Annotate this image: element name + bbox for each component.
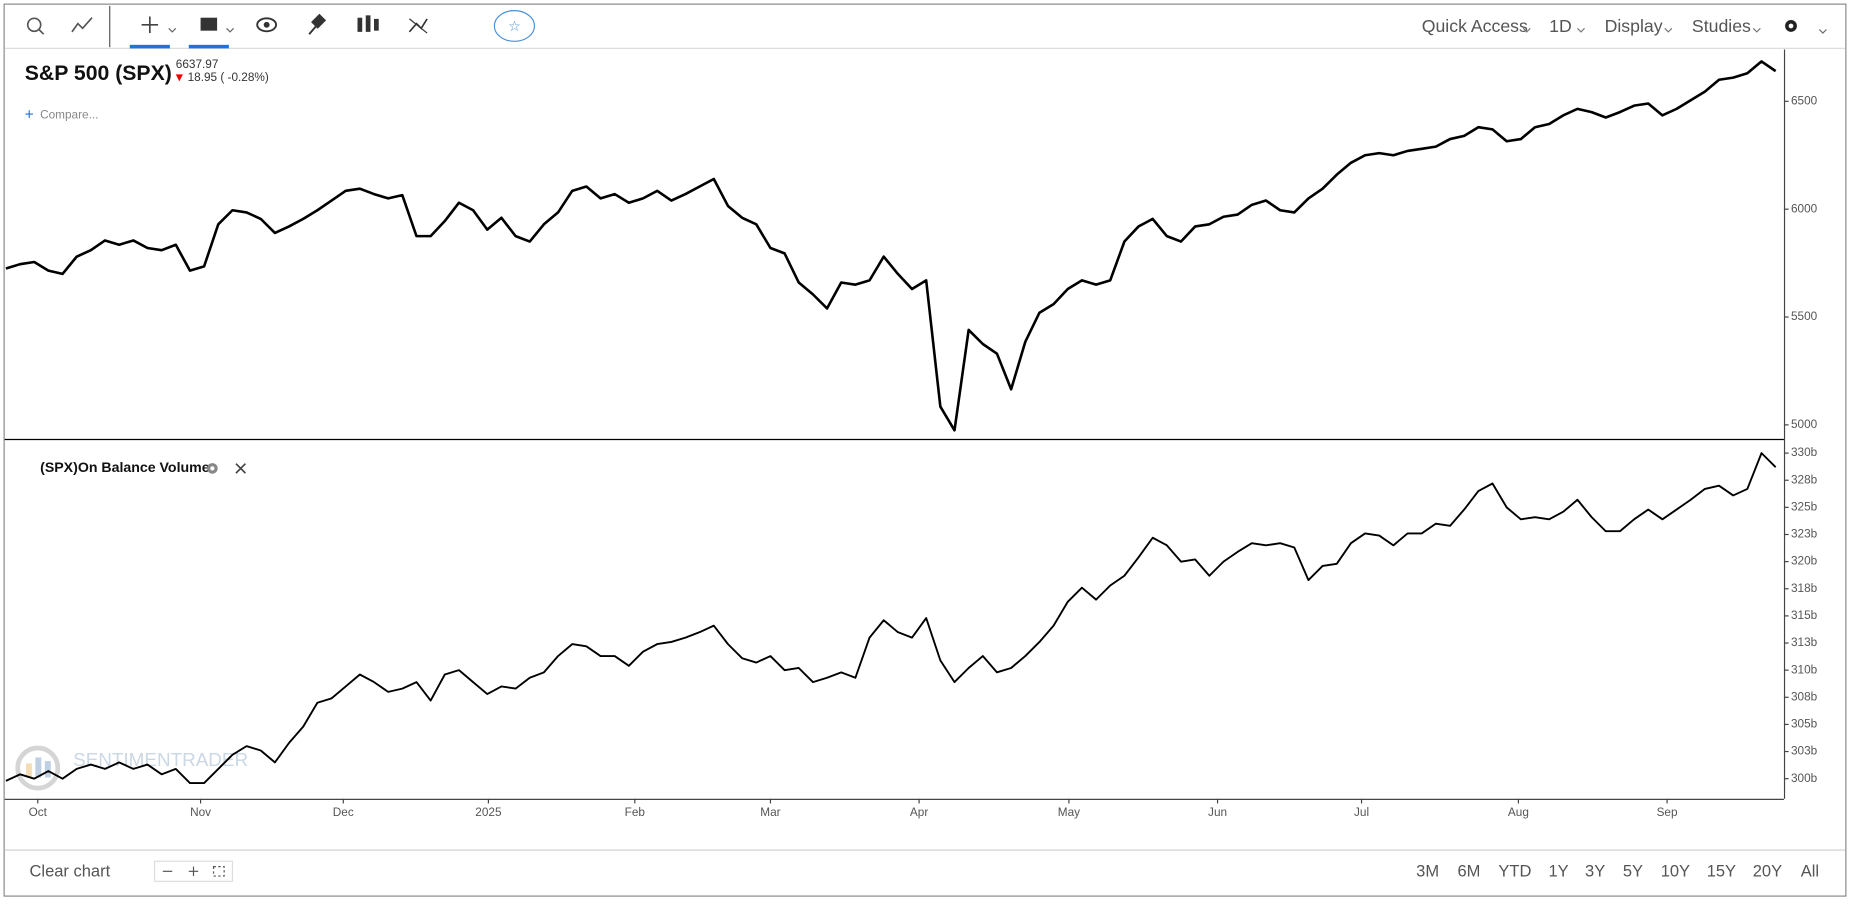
y-tick-label: 310b [1791,663,1818,676]
candle-button[interactable] [357,15,379,32]
x-tick-label: Jul [1354,806,1369,819]
x-tick-label: Apr [910,806,928,819]
study-title: (SPX)On Balance Volume [40,459,210,475]
y-tick-label: 313b [1791,636,1818,649]
fit-button[interactable] [212,866,225,877]
range-button[interactable]: 20Y [1753,862,1782,880]
crosshair-button[interactable] [141,16,177,34]
range-button[interactable]: 3Y [1585,862,1605,880]
range-button[interactable]: 15Y [1707,862,1736,880]
menu-chevron [1522,27,1531,33]
search-button[interactable] [26,17,45,35]
menu-item[interactable]: Quick Access [1422,16,1528,36]
y-tick-label: 315b [1791,609,1818,622]
price-change: 18.95 ( -0.28%) [188,71,269,84]
menu-chevron [1752,27,1761,33]
y-tick-label: 5000 [1791,418,1818,431]
menu-chevron [1577,27,1585,33]
y-tick-label: 6500 [1791,94,1818,107]
study-settings[interactable] [207,463,218,474]
y-tick-label: 325b [1791,500,1818,513]
x-tick-label: Aug [1508,806,1529,819]
pin-button[interactable] [308,13,327,35]
last-price: 6637.97 [176,58,219,71]
x-tick-label: May [1058,806,1080,819]
price-line [5,60,1777,432]
watermark: SENTIMENTRADER [15,745,248,791]
range-button[interactable]: 10Y [1661,862,1690,880]
y-tick-label: 305b [1791,718,1818,731]
y-tick-label: 330b [1791,446,1818,459]
zoom-in[interactable] [188,866,199,877]
y-tick-label: 303b [1791,745,1818,758]
view-button[interactable] [256,17,278,33]
settings-button[interactable] [1785,20,1827,34]
menu-item[interactable]: 1D [1549,16,1572,36]
favorite-button[interactable]: ☆ [493,10,536,42]
price-line [5,452,1777,784]
y-tick-label: 6000 [1791,202,1818,215]
menu-chevron [1664,27,1673,33]
x-tick-label: Oct [29,806,48,819]
menu-item[interactable]: Display [1605,16,1663,36]
range-button[interactable]: All [1801,862,1819,880]
draw-button[interactable] [71,17,93,33]
y-tick-label: 328b [1791,473,1818,486]
x-tick-label: Feb [625,806,646,819]
compare-plus[interactable]: + [25,107,34,124]
watermark-brand: SENTIMENTRADER [73,749,248,770]
svg-text:☆: ☆ [508,18,521,34]
annotation-button[interactable] [200,17,235,33]
zoom-controls [153,860,234,882]
chart-title: S&P 500 (SPX) [25,62,172,85]
range-button[interactable]: 1Y [1548,862,1568,880]
range-button[interactable]: 6M [1457,862,1480,880]
compare-link[interactable]: Compare... [40,109,98,122]
menu-item[interactable]: Studies [1692,16,1751,36]
x-tick-label: Mar [760,806,780,819]
x-tick-label: Sep [1657,806,1678,819]
active-indicator [129,44,170,49]
y-tick-label: 318b [1791,582,1818,595]
y-tick-label: 308b [1791,690,1818,703]
active-indicator [188,44,229,49]
x-tick-label: Dec [333,806,354,819]
frame [3,3,1847,897]
study-close[interactable] [235,463,246,474]
toolbar: ☆ Quick Access 1D Display Studies [4,5,1846,49]
x-tick-label: 2025 [475,806,502,819]
x-tick-label: Jun [1208,806,1227,819]
range-button[interactable]: YTD [1498,862,1531,880]
compare-tool-button[interactable] [408,18,428,34]
range-button[interactable]: 5Y [1623,862,1643,880]
y-tick-label: 300b [1791,772,1818,785]
x-tick-label: Nov [190,806,211,819]
y-tick-label: 5500 [1791,310,1818,323]
y-tick-label: 323b [1791,528,1818,541]
clear-chart[interactable]: Clear chart [29,862,110,880]
y-tick-label: 320b [1791,555,1818,568]
down-arrow [175,74,183,82]
range-button[interactable]: 3M [1416,862,1439,880]
